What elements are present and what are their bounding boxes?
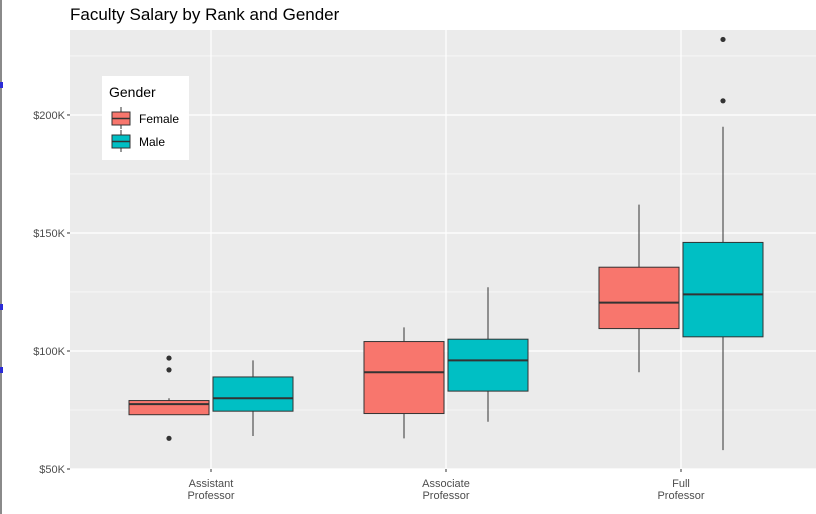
male-box: [212, 360, 294, 436]
box-body: [682, 241, 764, 338]
female-box: [128, 355, 210, 441]
box-body: [447, 338, 529, 392]
y-tick-label: $50K: [39, 464, 65, 476]
x-tick-label: Assistant: [189, 478, 234, 490]
x-tick-label: Full: [672, 478, 690, 490]
legend-label-male: Male: [139, 135, 165, 149]
window-edge-marker: [0, 82, 3, 88]
x-tick-label: Professor: [422, 490, 469, 502]
legend-label-female: Female: [139, 112, 179, 126]
x-tick-label: Associate: [422, 478, 470, 490]
window-edge-marker: [0, 304, 3, 310]
y-tick-label: $150K: [33, 228, 65, 240]
female-box: [363, 327, 445, 439]
box-body: [363, 341, 445, 415]
legend-title: Gender: [109, 84, 156, 100]
outlier-point: [166, 355, 172, 361]
legend: Gender Female Male: [102, 76, 189, 160]
outlier-point: [166, 435, 172, 441]
outlier-point: [720, 36, 726, 43]
x-tick-label: Professor: [187, 490, 234, 502]
male-box: [682, 36, 764, 451]
outlier-point: [720, 98, 726, 104]
window-left-edge: [0, 0, 2, 514]
male-box: [447, 287, 529, 422]
outlier-point: [166, 367, 172, 373]
y-tick-label: $100K: [33, 346, 65, 358]
x-tick-label: Professor: [657, 490, 704, 502]
y-tick-label: $200K: [33, 110, 65, 122]
box-body: [598, 266, 680, 330]
box-body: [212, 376, 294, 412]
plot-panel: $50K$100K$150K$200KAssistantProfessorAss…: [33, 30, 816, 502]
box-body: [128, 400, 210, 416]
female-box: [598, 204, 680, 373]
chart-title: Faculty Salary by Rank and Gender: [70, 5, 340, 24]
window-edge-marker: [0, 367, 3, 373]
